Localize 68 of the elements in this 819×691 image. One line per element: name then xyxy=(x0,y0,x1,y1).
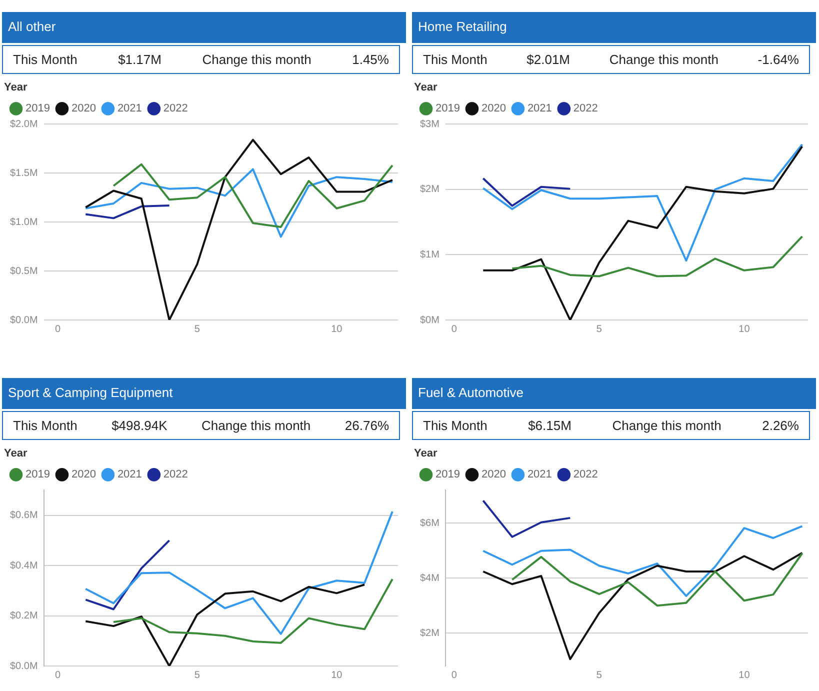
y-tick-label: $2.0M xyxy=(10,118,38,130)
legend-label: 2021 xyxy=(117,102,142,115)
text: This Month xyxy=(423,418,488,433)
legend-title: Year xyxy=(4,448,28,460)
x-tick-label: 5 xyxy=(194,670,200,681)
legend-label: 2019 xyxy=(26,102,50,115)
y-tick-label: $2M xyxy=(420,628,440,639)
x-tick-label: 5 xyxy=(194,324,200,335)
legend-label: 2020 xyxy=(481,468,506,481)
legend-label: 2021 xyxy=(117,468,142,481)
x-tick-label: 5 xyxy=(596,324,602,335)
y-tick-label: $2M xyxy=(420,184,440,196)
x-tick-label: 10 xyxy=(738,670,750,681)
y-tick-label: $0.0M xyxy=(10,314,38,326)
text: 26.76% xyxy=(344,418,389,433)
text: $1.17M xyxy=(118,52,162,67)
legend-label: 2019 xyxy=(436,102,460,115)
legend-label: 2022 xyxy=(163,468,188,481)
legend-label: 2022 xyxy=(573,102,598,115)
legend-label: 2019 xyxy=(436,468,460,481)
text: $6.15M xyxy=(528,418,572,433)
text: 1.45% xyxy=(352,52,389,67)
y-tick-label: $1M xyxy=(420,249,440,260)
text: Change this month xyxy=(202,418,311,433)
text: $498.94K xyxy=(112,418,168,433)
legend-label: 2020 xyxy=(71,468,96,481)
y-tick-label: $4M xyxy=(420,572,440,584)
chart-title: Fuel & Automotive xyxy=(412,378,816,409)
text: This Month xyxy=(13,52,78,67)
x-tick-label: 0 xyxy=(451,670,458,681)
text: This Month xyxy=(423,52,488,67)
y-tick-label: $0.2M xyxy=(10,610,38,622)
y-tick-label: $1.0M xyxy=(10,216,38,228)
text: $2.01M xyxy=(526,52,570,67)
x-tick-label: 0 xyxy=(54,324,61,335)
legend-label: 2021 xyxy=(527,102,552,115)
y-tick-label: $0.0M xyxy=(10,660,38,672)
y-tick-label: $6M xyxy=(420,518,440,529)
chart-title: All other xyxy=(2,12,406,43)
chart-title: Sport & Camping Equipment xyxy=(2,378,406,409)
legend-label: 2021 xyxy=(527,468,552,481)
x-tick-label: 10 xyxy=(331,324,343,335)
legend-title: Year xyxy=(414,82,438,94)
legend-label: 2022 xyxy=(573,468,598,481)
y-tick-label: $1.5M xyxy=(10,168,38,179)
x-tick-label: 5 xyxy=(596,670,602,681)
x-tick-label: 0 xyxy=(451,324,458,335)
y-tick-label: $0M xyxy=(420,314,440,326)
y-tick-label: $3M xyxy=(420,118,440,130)
chart-title: Home Retailing xyxy=(412,12,816,43)
legend-title: Year xyxy=(4,82,28,94)
text: Change this month xyxy=(609,52,718,67)
text: Change this month xyxy=(612,418,722,433)
legend-label: 2019 xyxy=(26,468,50,481)
legend-label: 2022 xyxy=(163,102,188,115)
y-tick-label: $0.5M xyxy=(10,266,38,277)
legend-label: 2020 xyxy=(71,102,96,115)
text: -1.64% xyxy=(758,52,799,67)
x-tick-label: 10 xyxy=(331,670,343,681)
text: This Month xyxy=(13,418,78,433)
text: Change this month xyxy=(202,52,312,67)
legend-label: 2020 xyxy=(481,102,506,115)
legend-title: Year xyxy=(414,448,438,460)
x-tick-label: 10 xyxy=(738,324,750,335)
y-tick-label: $0.6M xyxy=(10,510,38,522)
text: 2.26% xyxy=(762,418,799,433)
y-tick-label: $0.4M xyxy=(10,560,38,572)
x-tick-label: 0 xyxy=(54,670,61,681)
